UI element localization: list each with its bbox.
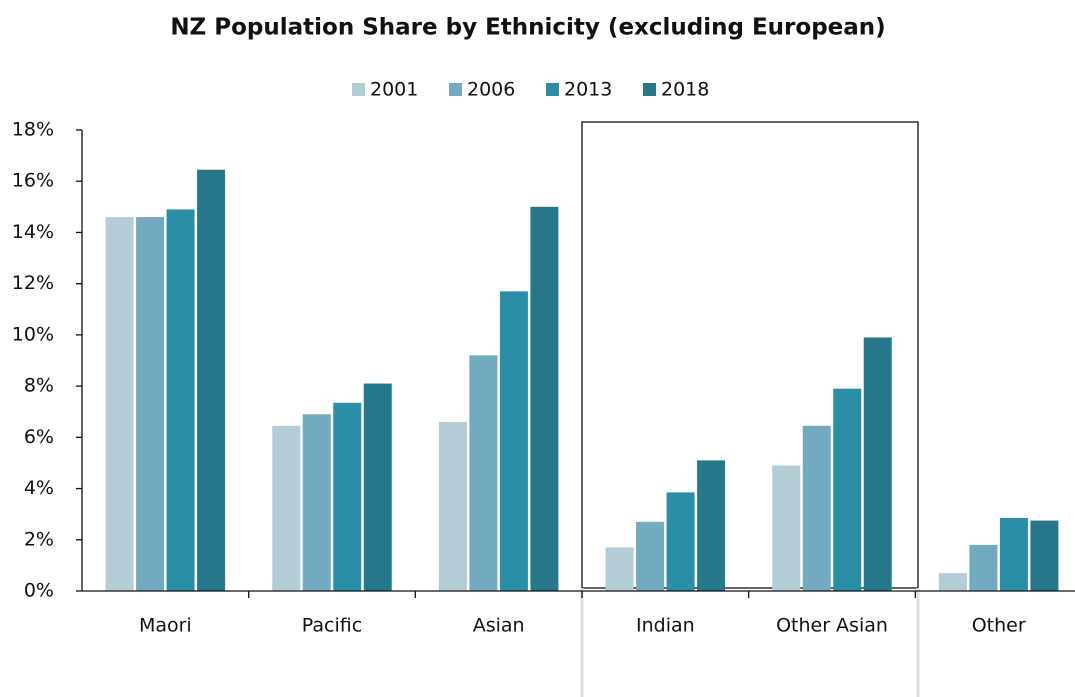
legend-swatch <box>352 83 365 96</box>
legend-label: 2006 <box>467 79 515 101</box>
x-tick-label: Asian <box>473 615 525 637</box>
y-tick-label: 12% <box>12 272 54 294</box>
bar <box>272 425 301 591</box>
bar <box>969 544 998 591</box>
y-tick-label: 14% <box>12 221 54 243</box>
bar <box>938 573 967 591</box>
y-tick-label: 8% <box>24 375 54 397</box>
bar <box>166 209 195 591</box>
legend-swatch <box>643 83 656 96</box>
bar <box>530 206 559 592</box>
bar <box>1030 520 1059 591</box>
chart-title: NZ Population Share by Ethnicity (exclud… <box>170 15 885 41</box>
x-tick-label: Maori <box>139 615 192 637</box>
highlight-box <box>581 121 919 589</box>
bar <box>363 383 392 591</box>
bar <box>197 169 226 592</box>
y-tick-label: 4% <box>24 477 54 499</box>
y-tick-label: 6% <box>24 426 54 448</box>
bar <box>802 425 831 591</box>
bar <box>438 421 467 591</box>
x-tick-label: Indian <box>636 615 695 637</box>
y-tick-label: 10% <box>12 323 54 345</box>
bar <box>772 465 801 591</box>
bar <box>105 217 134 592</box>
legend-swatch <box>449 83 462 96</box>
bar <box>302 414 331 591</box>
legend-label: 2001 <box>370 79 418 101</box>
x-tick-label: Other <box>972 615 1026 637</box>
bar <box>863 337 892 591</box>
bar <box>499 291 528 591</box>
legend-label: 2013 <box>564 79 612 101</box>
bar <box>469 355 498 591</box>
legend-swatch <box>546 83 559 96</box>
legend-label: 2018 <box>661 79 709 101</box>
bar <box>136 217 165 592</box>
x-tick-label: Pacific <box>302 615 362 637</box>
y-tick-label: 18% <box>12 119 54 141</box>
x-tick-label: Other Asian <box>776 615 888 637</box>
bar <box>605 547 634 591</box>
bar <box>999 518 1028 591</box>
bar <box>697 460 726 591</box>
y-tick-label: 0% <box>24 580 54 602</box>
y-tick-label: 2% <box>24 528 54 550</box>
y-tick-label: 16% <box>12 170 54 192</box>
bar <box>636 521 665 591</box>
bar <box>833 388 862 591</box>
bar <box>666 492 695 591</box>
bar <box>333 402 362 591</box>
